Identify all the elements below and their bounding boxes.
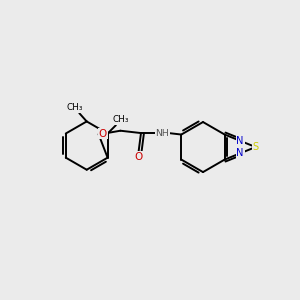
Text: NH: NH — [155, 129, 169, 138]
Text: N: N — [236, 148, 244, 158]
Text: CH₃: CH₃ — [113, 116, 129, 124]
Text: O: O — [134, 152, 143, 162]
Text: S: S — [253, 142, 259, 152]
Text: O: O — [99, 129, 107, 139]
Text: CH₃: CH₃ — [67, 103, 83, 112]
Text: N: N — [236, 136, 244, 146]
